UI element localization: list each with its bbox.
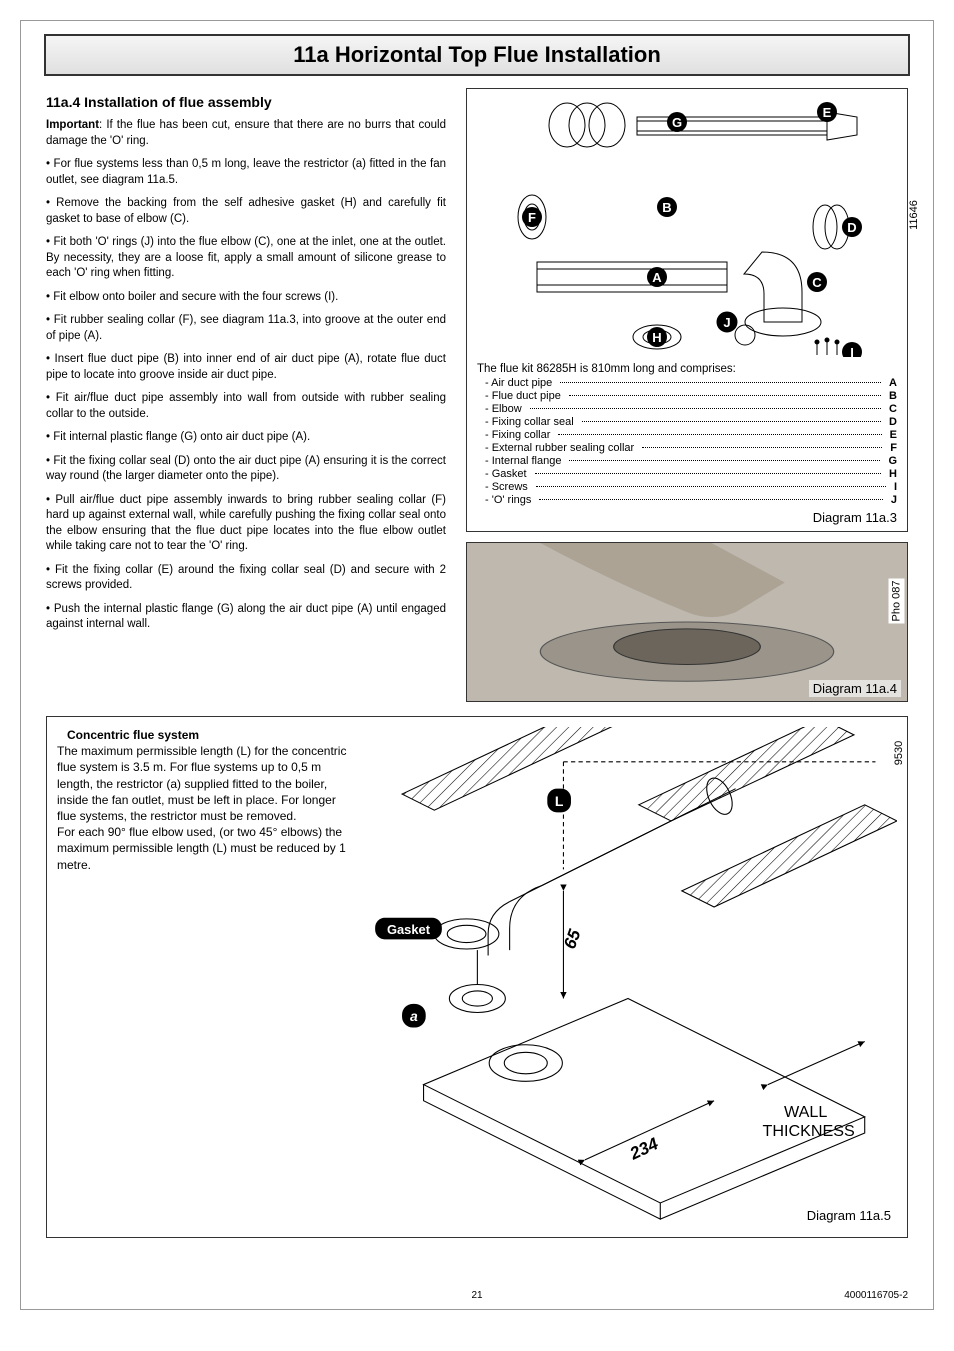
- diag-11a3-svg: G E B F D A C J H I: [477, 97, 897, 357]
- callout-C: C: [812, 275, 822, 290]
- callout-B: B: [662, 200, 671, 215]
- diag-11a5-label: Diagram 11a.5: [807, 1208, 891, 1223]
- gasket-label: Gasket: [387, 922, 431, 937]
- section-heading: 11a.4 Installation of flue assembly: [46, 94, 446, 110]
- callout-A: A: [652, 270, 662, 285]
- kit-row-5: - External rubber sealing collarF: [485, 442, 897, 454]
- wall-label-2: THICKNESS: [763, 1122, 856, 1140]
- concentric-text-col: Concentric flue system The maximum permi…: [57, 727, 347, 1227]
- concentric-heading: Concentric flue system: [67, 727, 347, 743]
- diag-11a4-label: Diagram 11a.4: [809, 680, 901, 697]
- diagram-11a3-box: 11646: [466, 88, 908, 532]
- kit-intro: The flue kit 86285H is 810mm long and co…: [477, 363, 897, 375]
- callout-H: H: [652, 330, 661, 345]
- kit-row-6: - Internal flangeG: [485, 455, 897, 467]
- kit-row-4: - Fixing collarE: [485, 429, 897, 441]
- kit-row-1: - Flue duct pipeB: [485, 390, 897, 402]
- diag-11a4-code: Pho 087: [889, 579, 905, 624]
- important-label: Important: [46, 119, 99, 131]
- kit-list: - Air duct pipeA - Flue duct pipeB - Elb…: [477, 377, 897, 506]
- two-column-layout: 11a.4 Installation of flue assembly Impo…: [46, 88, 908, 702]
- page-number: 21: [471, 1290, 482, 1301]
- letter-a: a: [410, 1008, 418, 1024]
- concentric-para-2: For each 90° flue elbow used, (or two 45…: [57, 824, 347, 873]
- bullet-7: • Fit internal plastic flange (G) onto a…: [46, 430, 446, 446]
- diagram-11a4-photo: Pho 087 Diagram 11a.4: [466, 542, 908, 702]
- concentric-para-1: The maximum permissible length (L) for t…: [57, 743, 347, 824]
- callout-I: I: [850, 345, 854, 357]
- bullet-1: • Remove the backing from the self adhes…: [46, 196, 446, 227]
- callout-J: J: [723, 315, 730, 330]
- important-para: Important: If the flue has been cut, ens…: [46, 118, 446, 149]
- dim-234: 234: [626, 1133, 662, 1164]
- bullet-5: • Insert flue duct pipe (B) into inner e…: [46, 352, 446, 383]
- callout-G: G: [672, 115, 682, 130]
- callout-F: F: [528, 210, 536, 225]
- wall-label-1: WALL: [784, 1103, 827, 1121]
- bullet-0: • For flue systems less than 0,5 m long,…: [46, 157, 446, 188]
- diag-11a3-code: 11646: [908, 200, 920, 230]
- important-text: : If the flue has been cut, ensure that …: [46, 119, 446, 147]
- kit-row-2: - ElbowC: [485, 403, 897, 415]
- diag-11a5-code: 9530: [893, 741, 905, 765]
- bullet-8: • Fit the fixing collar seal (D) onto th…: [46, 454, 446, 485]
- kit-row-7: - GasketH: [485, 468, 897, 480]
- bullet-9: • Pull air/flue duct pipe assembly inwar…: [46, 493, 446, 555]
- bullet-2: • Fit both 'O' rings (J) into the flue e…: [46, 235, 446, 282]
- bullet-11: • Push the internal plastic flange (G) a…: [46, 602, 446, 633]
- bullet-3: • Fit elbow onto boiler and secure with …: [46, 290, 446, 306]
- callout-E: E: [823, 105, 832, 120]
- concentric-box: Concentric flue system The maximum permi…: [46, 716, 908, 1238]
- page-title: 11a Horizontal Top Flue Installation: [58, 42, 896, 68]
- kit-row-0: - Air duct pipeA: [485, 377, 897, 389]
- diag-11a3-label: Diagram 11a.3: [477, 510, 897, 525]
- kit-row-3: - Fixing collar sealD: [485, 416, 897, 428]
- letter-L: L: [555, 793, 564, 809]
- title-bar: 11a Horizontal Top Flue Installation: [44, 34, 910, 76]
- kit-row-9: - 'O' ringsJ: [485, 494, 897, 506]
- right-column: 11646: [466, 88, 908, 702]
- page-frame: 11a Horizontal Top Flue Installation 11a…: [20, 20, 934, 1310]
- callout-D: D: [847, 220, 856, 235]
- doc-number: 4000116705-2: [844, 1290, 908, 1301]
- bullet-10: • Fit the fixing collar (E) around the f…: [46, 563, 446, 594]
- bullet-6: • Fit air/flue duct pipe assembly into w…: [46, 391, 446, 422]
- bullet-4: • Fit rubber sealing collar (F), see dia…: [46, 313, 446, 344]
- left-column: 11a.4 Installation of flue assembly Impo…: [46, 88, 446, 702]
- page-footer: 21 4000116705-2: [21, 1290, 933, 1301]
- diagram-11a5-svg: 9530: [359, 727, 897, 1227]
- kit-row-8: - ScrewsI: [485, 481, 897, 493]
